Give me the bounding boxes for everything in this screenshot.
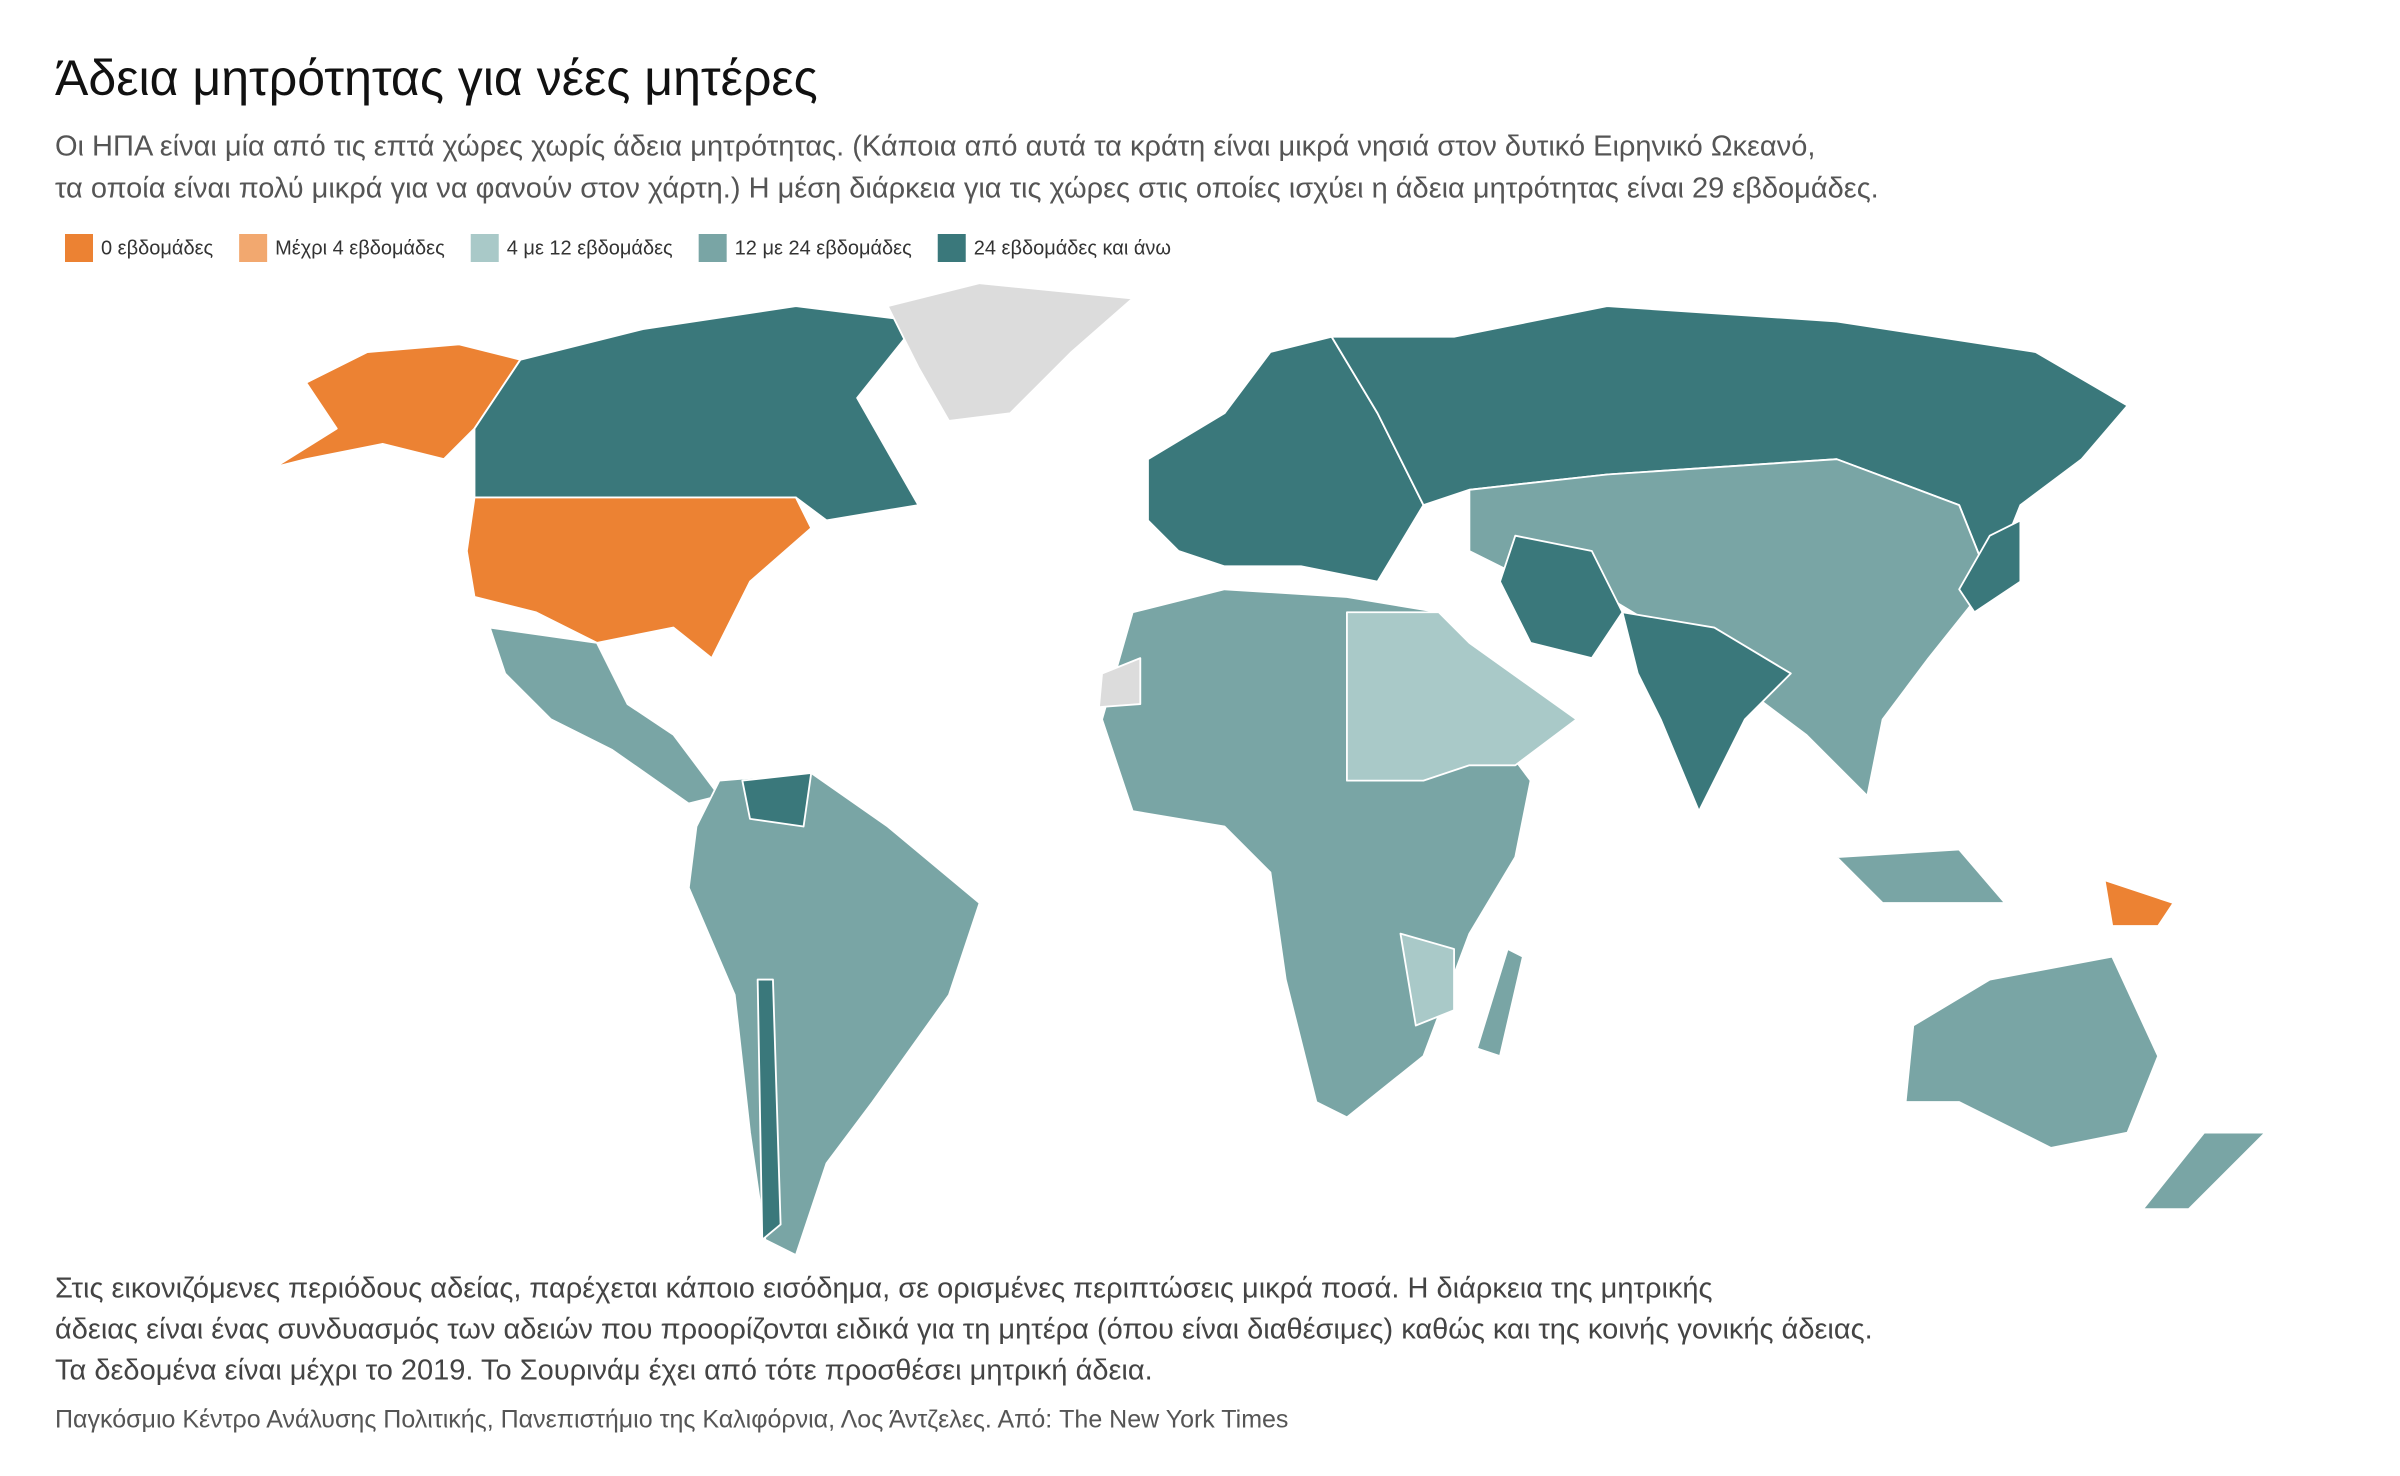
legend-swatch — [937, 234, 966, 262]
australia — [1904, 955, 2160, 1149]
legend-swatch — [239, 234, 268, 262]
chile — [756, 978, 782, 1241]
legend-label: 4 με 12 εβδομάδες — [507, 237, 673, 259]
arabia-sudan — [1346, 611, 1578, 782]
venezuela — [741, 772, 813, 828]
canada — [473, 305, 920, 522]
legend-label: 12 με 24 εβδομάδες — [735, 237, 912, 259]
madagascar — [1476, 948, 1524, 1058]
central-america — [488, 626, 721, 805]
world-map — [274, 282, 2267, 1257]
note-line: Στις εικονιζόμενες περιόδους αδείας, παρ… — [55, 1273, 1713, 1305]
subtitle-line: Οι ΗΠΑ είναι μία από τις επτά χώρες χωρί… — [55, 131, 1815, 163]
legend-swatch — [698, 234, 727, 262]
greenland — [886, 282, 1134, 422]
legend-label: 24 εβδομάδες και άνω — [974, 237, 1171, 259]
legend-label: Μέχρι 4 εβδομάδες — [275, 237, 445, 259]
subtitle-line: τα οποία είναι πολύ μικρά για να φανούν … — [55, 173, 1879, 205]
note-line: άδειας είναι ένας συνδυασμός των αδειών … — [55, 1314, 1873, 1346]
note-line: Τα δεδομένα είναι μέχρι το 2019. Το Σουρ… — [55, 1355, 1153, 1387]
southeast-asia-islands — [1835, 848, 2007, 904]
southern-africa — [1399, 932, 1455, 1027]
title: Άδεια μητρότητας για νέες μητέρες — [55, 50, 818, 106]
western-sahara — [1098, 657, 1142, 709]
source: Παγκόσμιο Κέντρο Ανάλυσης Πολιτικής, Παν… — [55, 1406, 1288, 1434]
iran — [1499, 534, 1624, 660]
legend: 0 εβδομάδες Μέχρι 4 εβδομάδες 4 με 12 εβδο… — [65, 234, 1171, 262]
usa — [465, 496, 813, 660]
europe — [1147, 335, 1425, 583]
legend-swatch — [65, 234, 93, 262]
papua-new-guinea — [2103, 879, 2175, 927]
legend-label: 0 εβδομάδες — [101, 237, 213, 259]
japan — [1958, 519, 2022, 614]
india — [1621, 611, 1792, 813]
alaska — [274, 343, 522, 468]
legend-swatch — [470, 234, 499, 262]
new-zealand — [2141, 1131, 2267, 1211]
south-america — [687, 772, 981, 1257]
